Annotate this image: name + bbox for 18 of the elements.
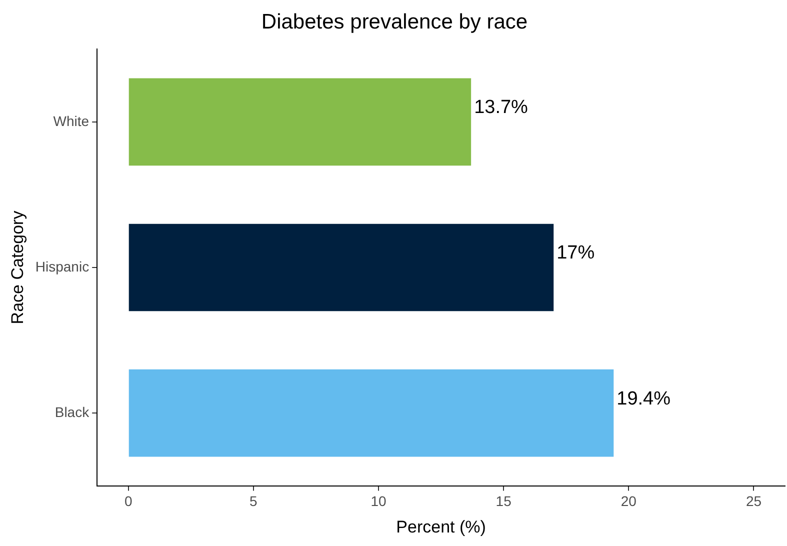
- y-axis-title: Race Category: [8, 210, 27, 324]
- bar: [128, 224, 554, 312]
- bar: [128, 78, 472, 166]
- x-tick-label: 5: [250, 493, 258, 510]
- chart-title: Diabetes prevalence by race: [261, 10, 528, 34]
- data-label: 17%: [556, 242, 595, 264]
- y-tick-label: White: [53, 112, 90, 129]
- x-tick-label: 20: [620, 493, 637, 510]
- x-tick-label: 15: [496, 493, 512, 510]
- x-tick-label: 0: [124, 493, 132, 510]
- x-tick-label: 10: [370, 493, 387, 510]
- data-label: 13.7%: [474, 97, 528, 118]
- x-axis-title: Percent (%): [396, 517, 486, 536]
- data-label: 19.4%: [616, 388, 671, 410]
- y-tick-label: Black: [54, 404, 90, 420]
- bar: [128, 369, 614, 457]
- x-tick-label: 25: [746, 493, 762, 510]
- y-tick-label: Hispanic: [35, 258, 90, 274]
